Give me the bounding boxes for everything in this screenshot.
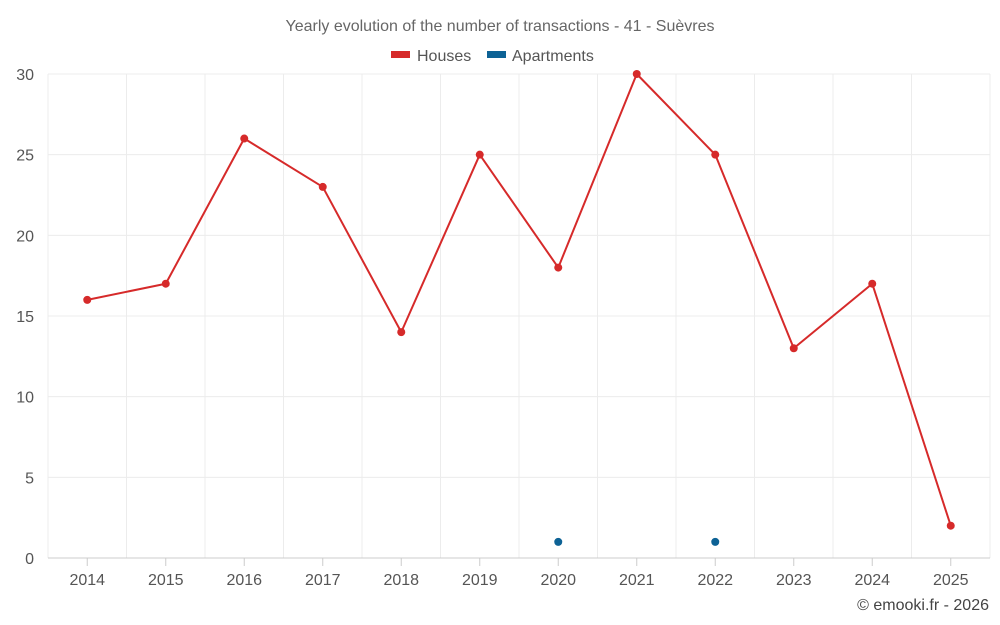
y-tick-label: 15 <box>16 309 34 326</box>
y-tick-label: 30 <box>16 67 34 84</box>
y-tick-label: 10 <box>16 390 34 407</box>
x-tick-label: 2017 <box>305 572 341 589</box>
x-tick-label: 2018 <box>383 572 419 589</box>
data-point-houses[interactable] <box>789 344 798 353</box>
x-tick-label: 2014 <box>69 572 105 589</box>
x-tick-label: 2020 <box>540 572 576 589</box>
legend: Houses Apartments <box>391 48 594 65</box>
x-tick-label: 2022 <box>697 572 733 589</box>
series-apartments <box>554 537 720 546</box>
legend-swatch-apartments <box>487 51 506 58</box>
grid <box>47 73 991 558</box>
data-point-apartments[interactable] <box>554 537 563 546</box>
legend-label-apartments[interactable]: Apartments <box>512 48 594 65</box>
data-point-houses[interactable] <box>475 150 484 159</box>
data-point-houses[interactable] <box>161 279 170 288</box>
chart-title: Yearly evolution of the number of transa… <box>286 18 715 35</box>
x-tick-label: 2019 <box>462 572 498 589</box>
data-point-houses[interactable] <box>83 295 92 304</box>
data-point-apartments[interactable] <box>711 537 720 546</box>
data-point-houses[interactable] <box>318 182 327 191</box>
data-point-houses[interactable] <box>240 134 249 143</box>
data-point-houses[interactable] <box>397 328 406 337</box>
data-point-houses[interactable] <box>868 279 877 288</box>
series-houses <box>83 70 955 530</box>
y-tick-label: 0 <box>25 551 34 568</box>
data-point-houses[interactable] <box>711 150 720 159</box>
data-point-houses[interactable] <box>554 263 563 272</box>
y-tick-label: 25 <box>16 148 34 165</box>
data-point-houses[interactable] <box>632 70 641 78</box>
x-tick-label: 2015 <box>148 572 184 589</box>
y-tick-label: 5 <box>25 470 34 487</box>
series-layer <box>83 70 955 546</box>
legend-label-houses[interactable]: Houses <box>417 48 471 65</box>
x-tick-label: 2023 <box>776 572 812 589</box>
x-tick-label: 2025 <box>933 572 969 589</box>
x-tick-label: 2024 <box>854 572 890 589</box>
x-tick-label: 2016 <box>226 572 262 589</box>
legend-swatch-houses <box>391 51 410 58</box>
y-tick-label: 20 <box>16 228 34 245</box>
credit-text: © emooki.fr - 2026 <box>857 597 989 614</box>
series-line-houses <box>87 73 952 527</box>
x-tick-label: 2021 <box>619 572 655 589</box>
data-point-houses[interactable] <box>946 521 955 530</box>
